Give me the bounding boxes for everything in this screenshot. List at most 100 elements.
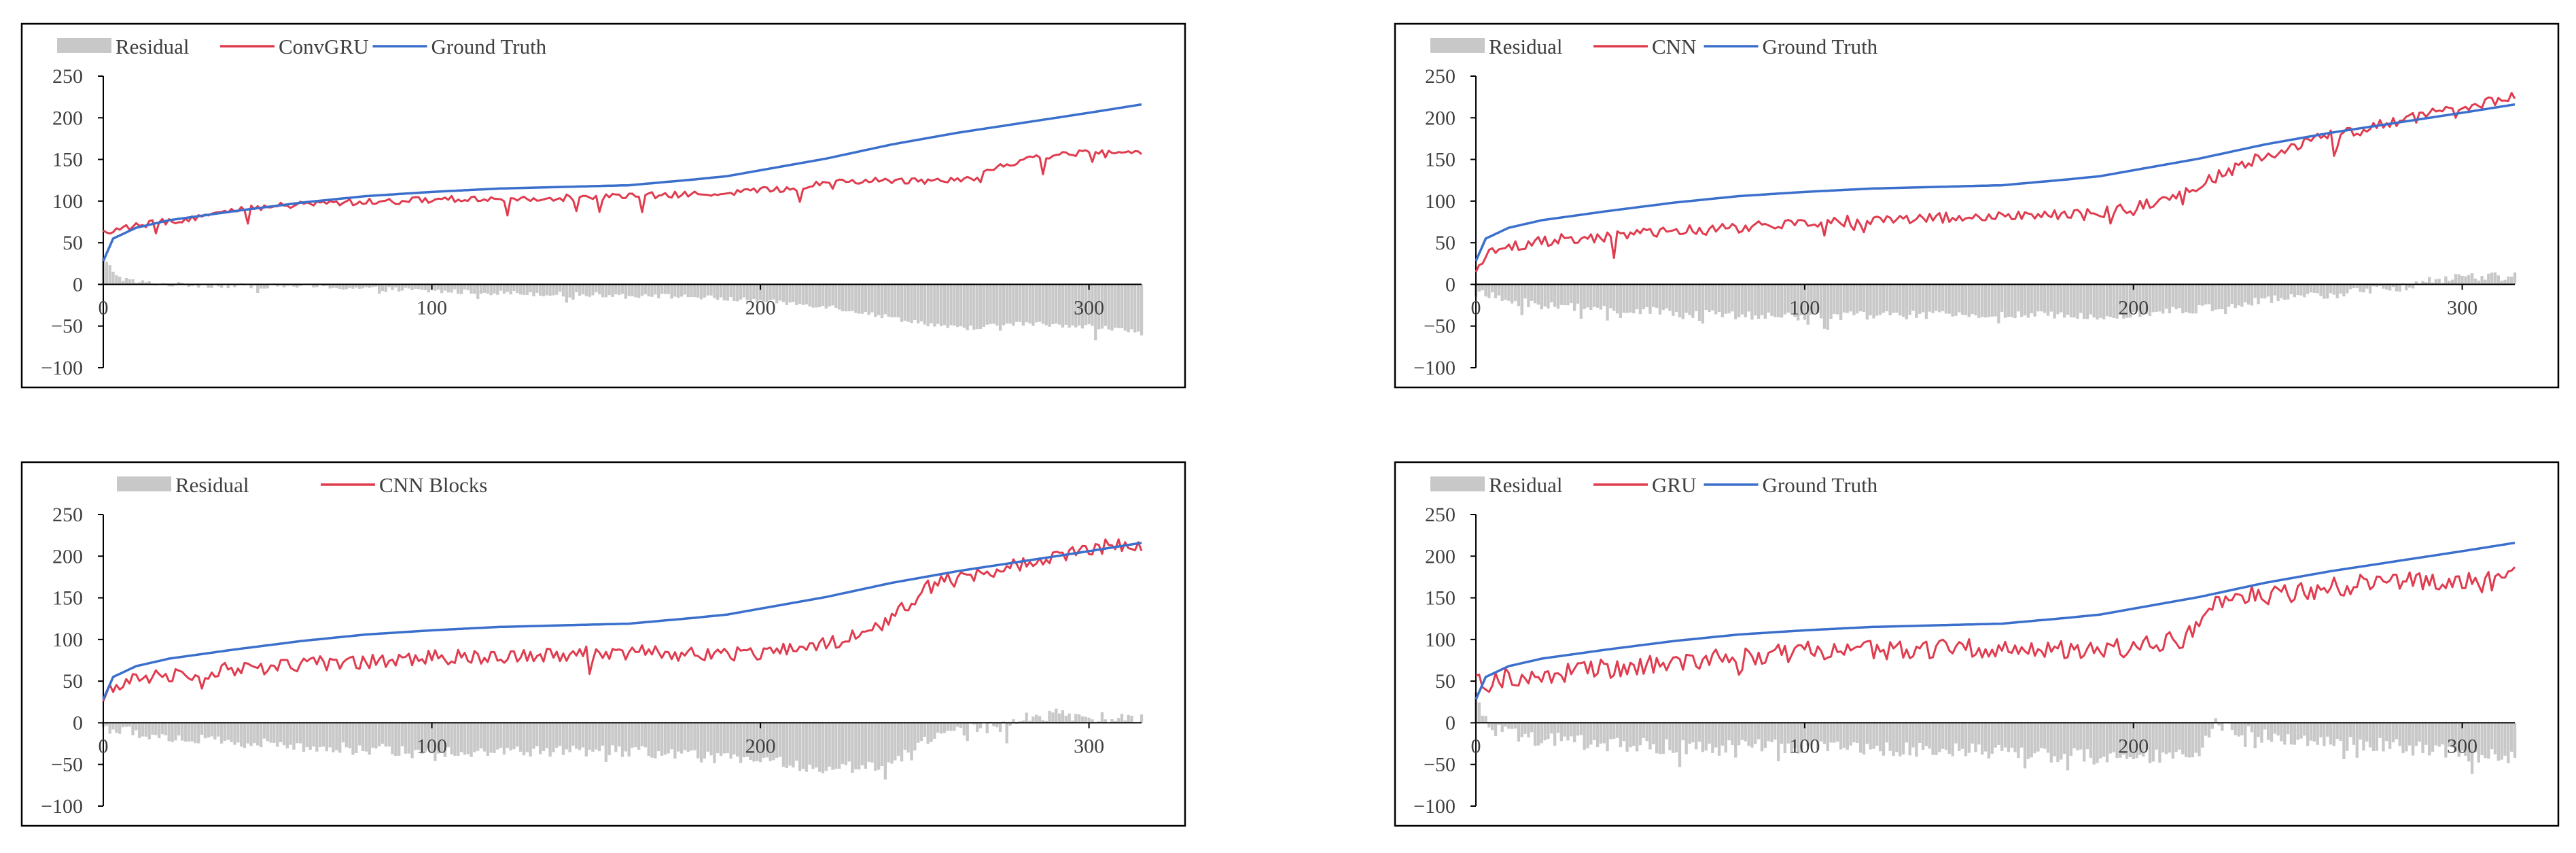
residual-bar	[401, 723, 404, 746]
residual-bar	[1675, 284, 1678, 312]
residual-bar	[1994, 723, 1996, 747]
residual-bar	[1774, 284, 1776, 317]
residual-bar	[1537, 723, 1540, 745]
residual-bar	[1078, 714, 1080, 723]
residual-bar	[355, 723, 357, 753]
residual-bar	[361, 723, 364, 751]
residual-bar	[739, 723, 742, 763]
residual-bar	[168, 723, 171, 741]
residual-bar	[1523, 723, 1526, 733]
residual-bar	[2072, 723, 2075, 748]
residual-bar	[1662, 284, 1665, 310]
residual-bar	[1625, 723, 1628, 752]
residual-bar	[476, 723, 479, 750]
residual-bar	[2405, 723, 2407, 751]
residual-bar	[1527, 284, 1530, 307]
residual-bar	[2194, 723, 2197, 752]
residual-bar	[1964, 723, 1967, 756]
residual-bar	[1504, 284, 1506, 300]
residual-bar	[877, 284, 880, 315]
model-line-gru	[1476, 567, 2515, 692]
residual-bar	[378, 284, 381, 294]
residual-bar	[2060, 723, 2062, 759]
residual-bar	[1636, 284, 1638, 309]
residual-bar	[933, 284, 936, 326]
residual-bar	[2270, 723, 2273, 742]
residual-bar	[345, 723, 348, 747]
residual-bar	[805, 284, 808, 304]
residual-bar	[1022, 284, 1025, 326]
residual-bar	[631, 723, 633, 748]
residual-bar	[115, 275, 118, 284]
residual-bar	[2237, 723, 2240, 736]
residual-bar	[447, 723, 450, 747]
residual-bar	[1869, 723, 1871, 749]
residual-bar	[1905, 723, 1908, 742]
residual-bar	[913, 284, 916, 320]
residual-bar	[1668, 723, 1671, 750]
residual-bar	[2188, 284, 2191, 313]
residual-bar	[1852, 284, 1855, 315]
residual-bar	[2072, 284, 2075, 317]
residual-bar	[2293, 284, 2296, 297]
residual-bar	[2359, 723, 2361, 739]
residual-bar	[1553, 723, 1556, 746]
residual-bar	[2451, 279, 2454, 284]
residual-bar	[2254, 284, 2257, 298]
residual-bar	[1501, 284, 1504, 300]
residual-bar	[2024, 284, 2026, 315]
residual-bar	[2306, 723, 2309, 746]
residual-bar	[1859, 723, 1862, 752]
residual-bar	[1084, 717, 1087, 723]
residual-bar	[2352, 723, 2355, 744]
residual-bar	[1941, 723, 1944, 748]
residual-bar	[1839, 723, 1842, 749]
residual-bar	[118, 723, 121, 733]
residual-bar	[2208, 284, 2210, 304]
residual-bar	[1866, 284, 1869, 319]
residual-bar	[2251, 284, 2253, 305]
residual-bar	[779, 284, 781, 300]
residual-bar	[2237, 284, 2240, 305]
residual-bar	[1583, 723, 1585, 750]
residual-bar	[1038, 716, 1041, 723]
residual-bar	[1110, 284, 1113, 330]
residual-bar	[1140, 284, 1143, 335]
legend-label: Ground Truth	[1763, 35, 1878, 58]
residual-bar	[1761, 723, 1763, 751]
residual-bar	[1025, 712, 1028, 723]
y-tick-label: 150	[52, 587, 83, 610]
legend-label: CNN Blocks	[379, 473, 487, 497]
residual-bar	[582, 284, 584, 294]
residual-bar	[1566, 284, 1569, 305]
residual-bar	[2435, 723, 2437, 745]
residual-bar	[1721, 284, 1724, 317]
residual-bar	[1101, 712, 1104, 723]
residual-bar	[437, 284, 440, 290]
residual-bar	[296, 723, 298, 743]
residual-bar	[125, 278, 128, 284]
residual-bar	[585, 284, 588, 296]
residual-bar	[1632, 723, 1635, 746]
residual-bar	[2234, 284, 2237, 308]
residual-bar	[506, 284, 509, 292]
residual-bar	[487, 723, 489, 756]
residual-bar	[1511, 284, 1513, 303]
residual-bar	[1648, 284, 1651, 313]
residual-bar	[1625, 284, 1628, 313]
x-tick-label: 100	[1789, 296, 1820, 319]
residual-bar	[936, 284, 939, 324]
residual-bar	[1705, 723, 1708, 750]
residual-bar	[716, 284, 719, 300]
residual-bar	[1035, 284, 1038, 322]
residual-bar	[1045, 284, 1048, 325]
residual-bars	[102, 258, 1143, 341]
residual-bar	[723, 723, 726, 753]
residual-bar	[1058, 714, 1061, 723]
residual-bar	[923, 723, 926, 737]
residual-bar	[910, 284, 913, 323]
residual-bar	[548, 723, 551, 756]
y-tick-label: 200	[52, 107, 83, 129]
residual-bar	[164, 723, 167, 735]
